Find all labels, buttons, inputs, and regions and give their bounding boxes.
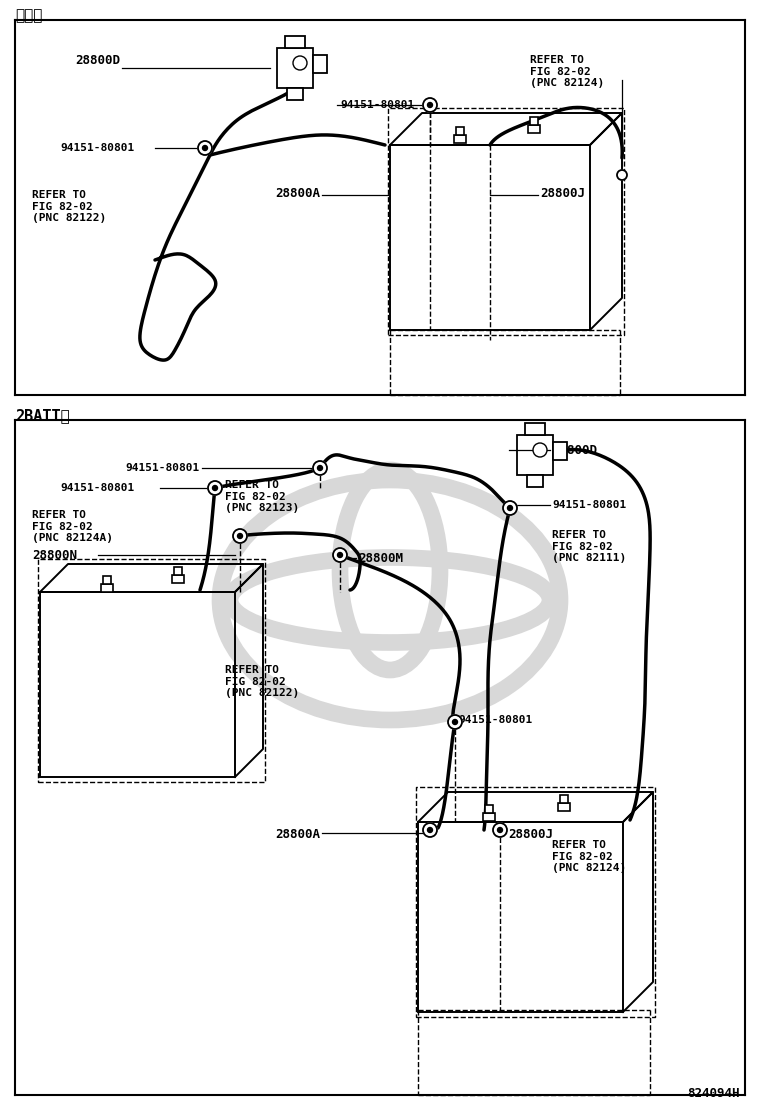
Circle shape (237, 534, 242, 538)
Text: 94151-80801: 94151-80801 (60, 483, 135, 493)
Circle shape (423, 823, 437, 837)
Circle shape (493, 823, 507, 837)
Text: 28800D: 28800D (75, 53, 120, 67)
Text: REFER TO
FIG 82-02
(PNC 82122): REFER TO FIG 82-02 (PNC 82122) (32, 190, 106, 224)
Text: 28800J: 28800J (508, 828, 553, 842)
Circle shape (202, 146, 207, 150)
Text: REFER TO
FIG 82-02
(PNC 82124): REFER TO FIG 82-02 (PNC 82124) (552, 840, 626, 873)
Text: 28800J: 28800J (540, 187, 585, 199)
Bar (101, 584, 113, 592)
Bar (558, 803, 570, 812)
Circle shape (198, 141, 212, 155)
Bar (559, 795, 568, 803)
Bar (525, 423, 545, 435)
Text: 28800N: 28800N (32, 548, 77, 562)
Text: REFER TO
FIG 82-02
(PNC 82111): REFER TO FIG 82-02 (PNC 82111) (552, 530, 626, 563)
Circle shape (508, 506, 512, 510)
Circle shape (503, 502, 517, 515)
Bar (455, 128, 464, 136)
Bar (418, 822, 623, 1012)
Circle shape (617, 170, 627, 180)
Circle shape (233, 529, 247, 543)
Text: 28800M: 28800M (358, 552, 403, 565)
Circle shape (427, 827, 432, 833)
Circle shape (533, 443, 547, 457)
Text: 標準車: 標準車 (15, 8, 43, 23)
Text: 94151-80801: 94151-80801 (125, 463, 200, 473)
Circle shape (208, 481, 222, 495)
Text: 28800D: 28800D (552, 444, 597, 457)
Bar (528, 126, 540, 133)
Text: 28800A: 28800A (275, 828, 320, 842)
Bar (527, 475, 543, 487)
Circle shape (337, 553, 343, 557)
Bar (517, 435, 553, 475)
Circle shape (452, 719, 458, 725)
Text: 28800A: 28800A (275, 187, 320, 199)
Circle shape (313, 461, 327, 475)
Bar (313, 54, 327, 73)
Text: REFER TO
FIG 82-02
(PNC 82123): REFER TO FIG 82-02 (PNC 82123) (225, 480, 299, 514)
Bar (483, 813, 495, 821)
Circle shape (448, 715, 462, 729)
Bar (277, 48, 313, 88)
Circle shape (213, 486, 217, 490)
Bar (285, 36, 305, 48)
Bar (174, 567, 182, 575)
Circle shape (333, 548, 347, 562)
Bar (103, 576, 111, 584)
Text: REFER TO
FIG 82-02
(PNC 82124A): REFER TO FIG 82-02 (PNC 82124A) (32, 510, 113, 543)
Text: REFER TO
FIG 82-02
(PNC 82122): REFER TO FIG 82-02 (PNC 82122) (225, 665, 299, 698)
Circle shape (498, 827, 502, 833)
Bar (390, 145, 590, 330)
Circle shape (293, 56, 307, 70)
Text: REFER TO
FIG 82-02
(PNC 82124): REFER TO FIG 82-02 (PNC 82124) (530, 54, 604, 88)
Text: 2BATT車: 2BATT車 (15, 408, 70, 423)
Text: 94151-80801: 94151-80801 (60, 143, 135, 153)
Bar (173, 575, 184, 583)
Bar (454, 136, 466, 143)
Text: 94151-80801: 94151-80801 (340, 100, 414, 110)
Bar (40, 592, 235, 777)
Text: 824094H: 824094H (688, 1088, 740, 1100)
Bar (553, 441, 567, 460)
Circle shape (318, 466, 322, 470)
Text: 94151-80801: 94151-80801 (552, 500, 626, 510)
Bar (485, 805, 492, 813)
Text: 94151-80801: 94151-80801 (458, 715, 532, 725)
Circle shape (423, 98, 437, 112)
Bar (287, 88, 303, 100)
Circle shape (427, 102, 432, 108)
Bar (530, 117, 538, 126)
